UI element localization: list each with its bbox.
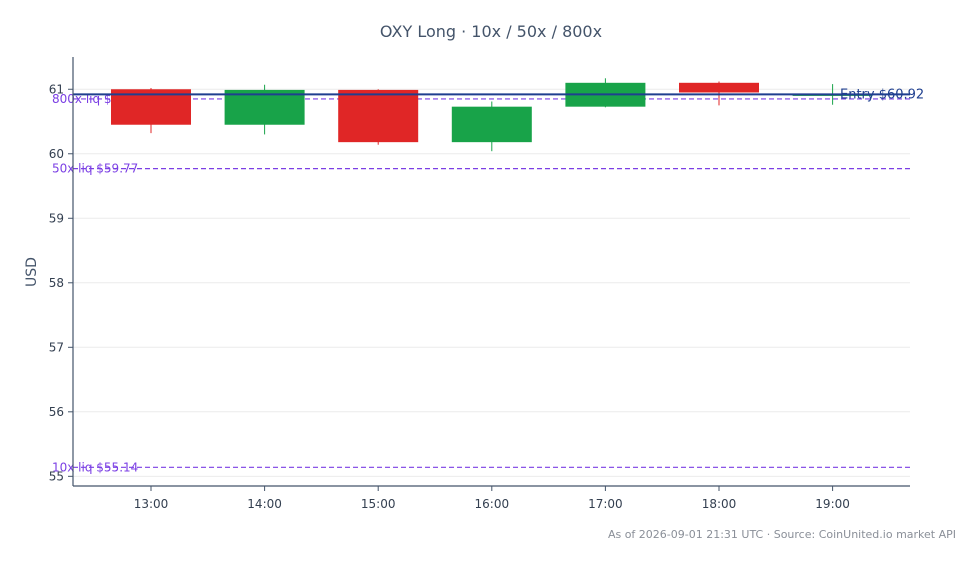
entry-line-group: Entry $60.92 [73, 87, 924, 102]
y-tick-label: 57 [49, 340, 64, 354]
y-axis-label: USD [24, 257, 40, 287]
x-tick-label: 16:00 [475, 497, 510, 511]
candle-body [679, 82, 759, 93]
y-tick-label: 60 [49, 147, 64, 161]
x-tick-label: 15:00 [361, 497, 396, 511]
x-tick-label: 14:00 [247, 497, 282, 511]
y-tick-label: 61 [49, 82, 64, 96]
liq-label: 50x liq $59.77 [52, 162, 138, 176]
y-tick-label: 55 [49, 469, 64, 483]
y-tick-label: 56 [49, 405, 64, 419]
candle-body [451, 106, 532, 143]
candles [111, 78, 873, 152]
x-axis-ticks: 13:00 14:00 15:00 16:00 17:00 18:00 19:00 [134, 486, 850, 511]
entry-label: Entry $60.92 [840, 87, 924, 102]
gridlines [73, 88, 910, 477]
x-tick-label: 18:00 [702, 497, 737, 511]
x-tick-label: 13:00 [134, 497, 169, 511]
y-axis-ticks: 55 56 57 58 59 60 61 [49, 82, 73, 483]
candle-body [224, 89, 305, 125]
y-tick-label: 59 [49, 211, 64, 225]
x-tick-label: 17:00 [588, 497, 623, 511]
liq-label: 10x liq $55.14 [52, 460, 138, 474]
x-tick-label: 19:00 [815, 497, 850, 511]
chart-footer: As of 2026-09-01 21:31 UTC · Source: Coi… [608, 528, 956, 541]
chart-title: OXY Long · 10x / 50x / 800x [380, 22, 602, 41]
y-tick-label: 58 [49, 276, 64, 290]
candle-body [338, 89, 419, 143]
